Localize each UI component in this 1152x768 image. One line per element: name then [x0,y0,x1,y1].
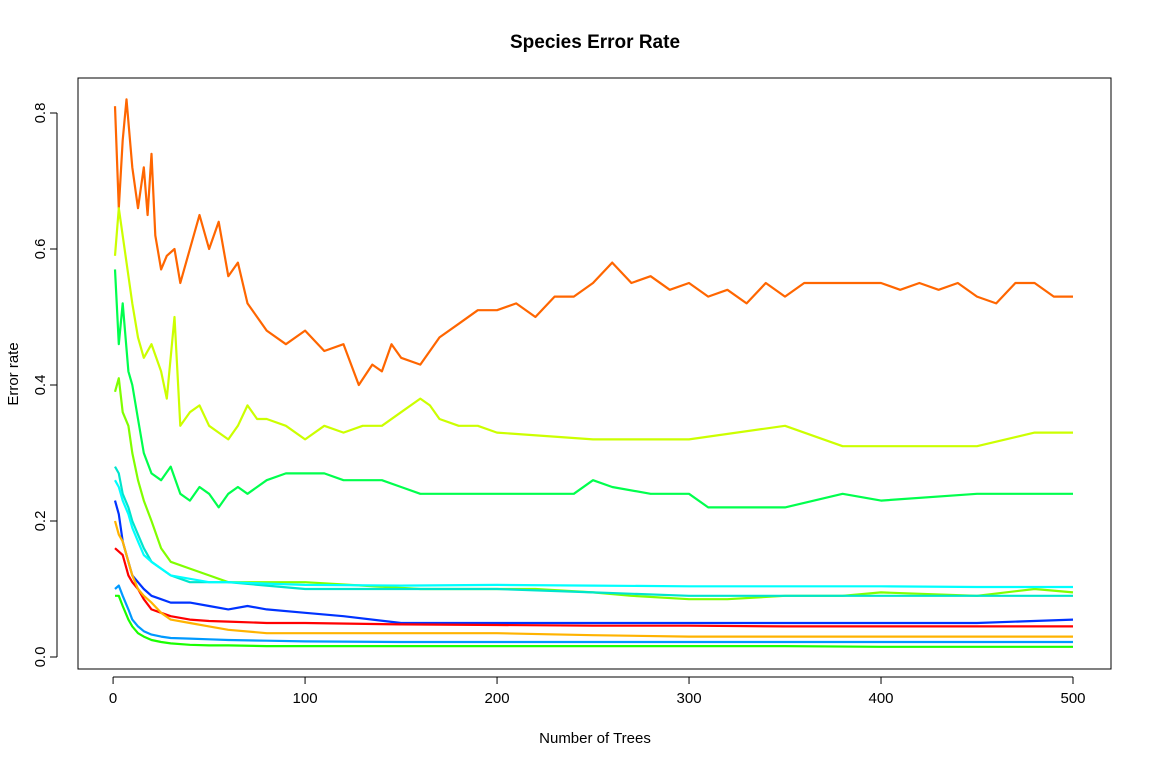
x-axis-label: Number of Trees [539,730,651,747]
series-line-8 [114,547,1073,628]
plot-frame [77,77,1112,670]
series-group [113,98,1074,648]
x-tick-label: 400 [869,690,894,707]
y-tick-label: 0.0 [32,647,49,668]
y-tick-label: 0.8 [32,103,49,124]
series-line-10 [114,584,1073,644]
chart-title: Species Error Rate [510,32,680,53]
y-tick-label: 0.2 [32,511,49,532]
series-line-11 [115,594,1073,648]
x-tick-label: 500 [1060,690,1085,707]
x-tick-label: 300 [677,690,702,707]
y-tick-label: 0.4 [32,375,49,396]
series-line-4 [113,377,1074,601]
y-tick-label: 0.6 [32,239,49,260]
series-line-6 [114,479,1073,589]
series-line-3 [113,269,1073,509]
y-axis-label: Error rate [5,342,22,405]
series-line-2 [113,207,1073,448]
x-tick-label: 200 [485,690,510,707]
x-axis: 0 100 200 300 400 500 [109,676,1086,707]
y-axis: 0.0 0.2 0.4 0.6 0.8 [32,103,58,668]
x-tick-label: 0 [109,690,117,707]
series-line-7 [113,500,1074,625]
series-line-1 [113,98,1073,387]
x-tick-label: 100 [293,690,318,707]
series-line-9 [113,520,1073,638]
